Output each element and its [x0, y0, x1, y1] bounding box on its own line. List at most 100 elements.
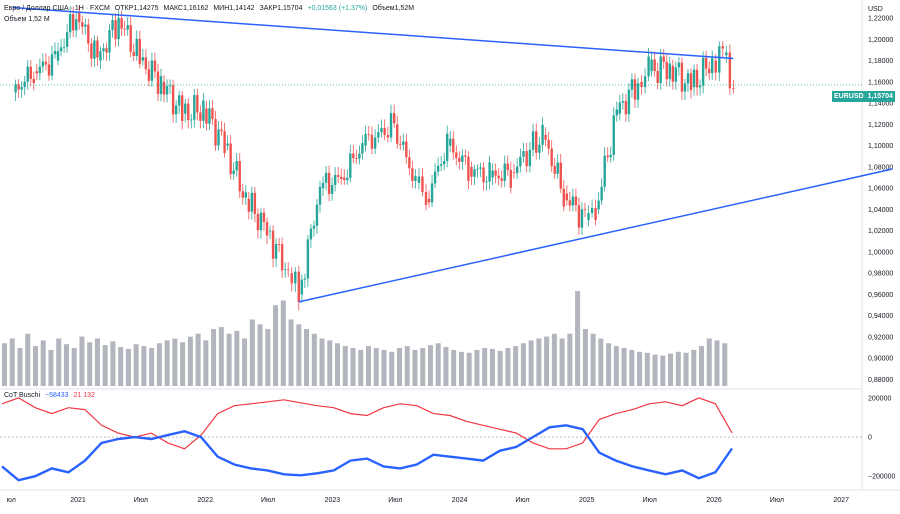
time-tick-label: 2027 — [833, 497, 849, 504]
candle-body — [141, 57, 145, 61]
volume-bar — [311, 333, 317, 386]
candle-body — [396, 124, 399, 144]
candle-body — [600, 186, 603, 201]
candle-body — [162, 81, 166, 95]
candle-body — [184, 103, 187, 114]
candle-body — [633, 79, 637, 100]
volume-bar — [9, 338, 15, 386]
candle-body — [262, 212, 266, 223]
candle-body — [550, 148, 553, 167]
candle-body — [321, 182, 325, 189]
candle-body — [689, 73, 693, 91]
candle-body — [283, 269, 287, 271]
candle-body — [636, 83, 640, 100]
candle-body — [506, 163, 509, 170]
candle-body — [568, 200, 572, 206]
candle-body — [373, 137, 377, 149]
candle-body — [364, 133, 367, 146]
cot-title: CoT Buschi — [4, 392, 41, 399]
price-tick-label: 1,10000 — [868, 143, 893, 150]
volume-bar — [489, 348, 495, 386]
price-tick-label: 0,98000 — [868, 271, 893, 278]
candle-body — [497, 175, 500, 179]
legend-symbol: Евро / Доллар США · 1Н · FXCM — [4, 5, 110, 12]
candle-body — [701, 57, 705, 86]
price-tick-label: 0,94000 — [868, 313, 893, 320]
currency-label[interactable]: USD — [868, 6, 883, 13]
candle-body — [470, 166, 473, 177]
candle-body — [683, 83, 687, 92]
candle-body — [87, 24, 90, 44]
candle-body — [361, 143, 364, 154]
time-tick-label: 2021 — [70, 497, 86, 504]
volume-bar — [32, 346, 38, 386]
candle-body — [190, 119, 193, 121]
candle-body — [265, 222, 269, 236]
volume-bar — [133, 344, 139, 386]
time-tick-label: 2022 — [197, 497, 213, 504]
candle-body — [427, 198, 431, 203]
candle-body — [256, 213, 260, 231]
candle-body — [202, 100, 205, 121]
volume-bar — [427, 345, 433, 386]
legend-open: ОТКР1,14275 — [114, 5, 159, 12]
candle-body — [525, 151, 528, 167]
volume-bar — [389, 351, 395, 386]
candle-body — [38, 66, 42, 74]
candle-body — [367, 133, 370, 135]
volume-bar — [567, 333, 573, 386]
volume-bar — [451, 349, 457, 386]
candle-body — [220, 129, 223, 132]
time-tick-label: Июл — [643, 497, 657, 504]
candle-body — [71, 14, 75, 31]
candle-body — [522, 151, 525, 157]
price-tick-label: 1,06000 — [868, 186, 893, 193]
volume-bar — [551, 333, 557, 386]
volume-bar — [404, 346, 410, 386]
price-tick-label: 1,16000 — [868, 79, 893, 86]
candle-body — [226, 143, 229, 146]
time-tick-label: 2026 — [706, 497, 722, 504]
volume-bar — [48, 349, 54, 386]
candle-body — [343, 177, 346, 180]
candle-body — [370, 134, 374, 149]
volume-bar — [544, 336, 550, 386]
candle-body — [668, 63, 671, 80]
candle-body — [643, 76, 647, 88]
price-tick-label: 1,12000 — [868, 122, 893, 129]
candle-body — [253, 192, 257, 214]
candle-body — [650, 59, 653, 72]
candle-body — [271, 230, 275, 259]
candle-body — [280, 244, 284, 271]
candle-body — [111, 20, 114, 30]
volume-legend: Объем 1,52 М — [4, 16, 50, 23]
candle-body — [150, 60, 154, 81]
volume-bar — [699, 346, 705, 386]
candle-body — [380, 127, 383, 133]
candle-body — [41, 61, 45, 67]
candle-body — [68, 14, 72, 33]
candle-body — [677, 62, 681, 68]
volume-bar — [211, 329, 217, 386]
candle-body — [156, 71, 160, 95]
volume-bar — [497, 350, 503, 386]
candle-body — [132, 51, 135, 56]
candle-body — [214, 119, 217, 146]
volume-bar — [706, 338, 712, 386]
candle-body — [123, 28, 126, 30]
candle-body — [20, 87, 23, 90]
volume-bar — [288, 319, 294, 386]
volume-bar — [234, 330, 240, 386]
volume-bar — [342, 346, 348, 386]
candle-body — [235, 161, 238, 171]
volume-bar — [56, 338, 62, 386]
volume-bar — [358, 349, 364, 386]
candle-body — [17, 84, 20, 90]
candle-body — [476, 168, 479, 170]
candle-body — [590, 207, 594, 214]
volume-bar — [118, 347, 124, 386]
candle-body — [300, 279, 304, 295]
candle-body — [519, 156, 522, 167]
